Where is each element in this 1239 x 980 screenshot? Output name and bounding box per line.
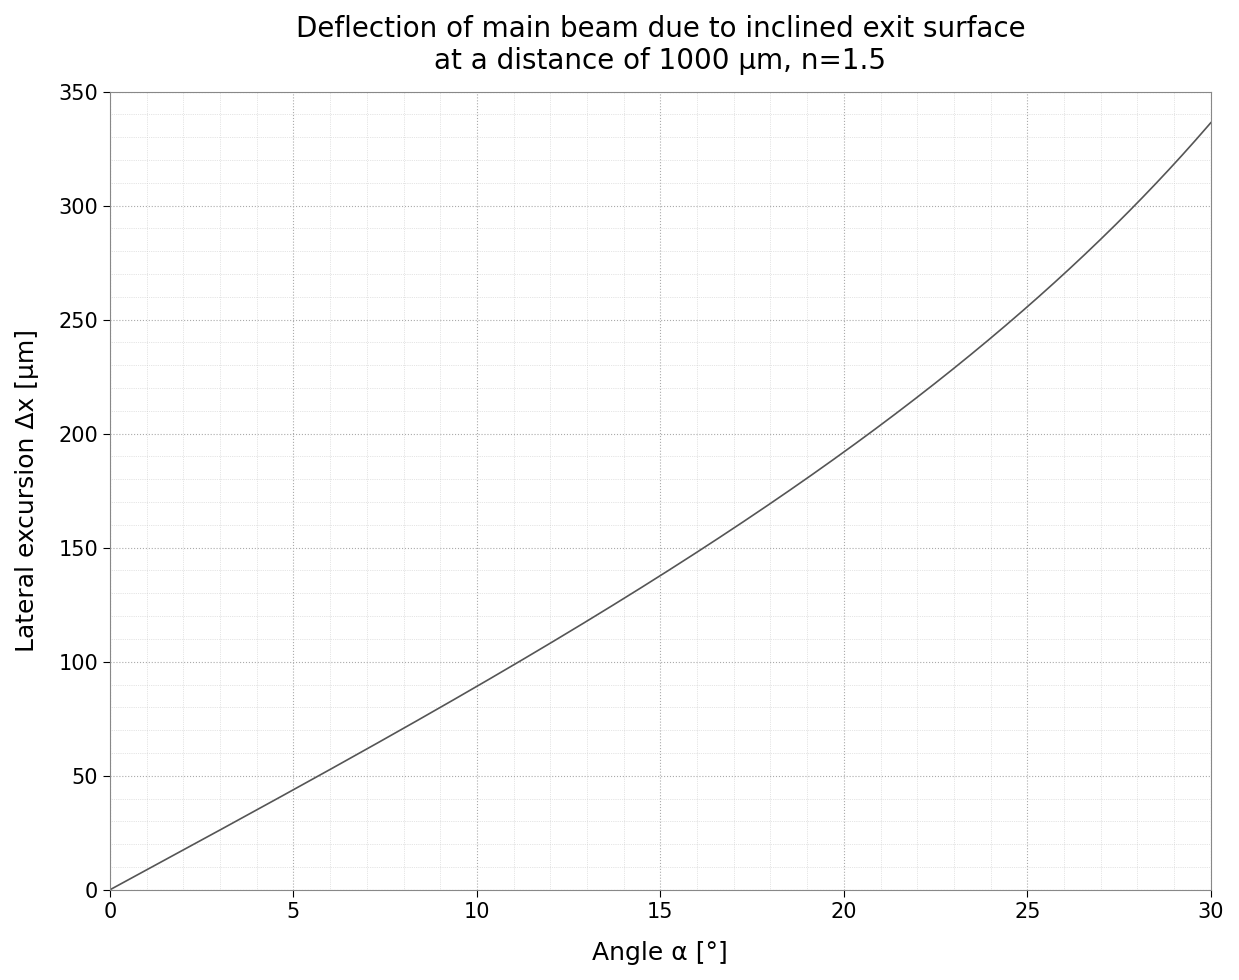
X-axis label: Angle α [°]: Angle α [°] [592, 941, 729, 965]
Title: Deflection of main beam due to inclined exit surface
at a distance of 1000 μm, n: Deflection of main beam due to inclined … [296, 15, 1025, 75]
Y-axis label: Lateral excursion Δx [μm]: Lateral excursion Δx [μm] [15, 329, 38, 652]
